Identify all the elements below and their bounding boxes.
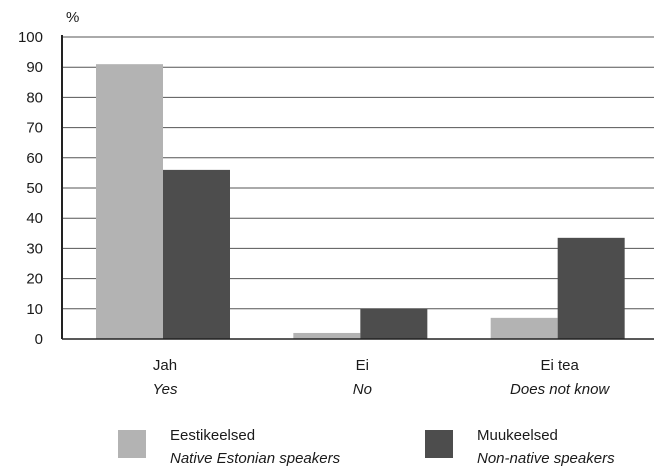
bar-native: [293, 332, 361, 339]
y-tick-label: 70: [26, 120, 43, 137]
category-label-en: No: [353, 381, 372, 398]
y-tick-label: 20: [26, 271, 43, 288]
legend-label-en: Native Estonian speakers: [170, 450, 341, 466]
y-tick-label: 50: [26, 180, 43, 197]
legend: Eestikeelsed Native Estonian speakers Muuk…: [118, 427, 615, 466]
y-tick-label: 80: [26, 89, 43, 106]
category-label-en: Does not know: [510, 381, 610, 398]
legend-swatch: [118, 430, 146, 458]
y-tick-label: 40: [26, 210, 43, 227]
bar-native: [96, 64, 163, 340]
y-tick-label: 90: [26, 59, 43, 76]
category-labels: Jah Yes Ei No Ei tea Does not know: [152, 357, 610, 398]
y-tick-label: 60: [26, 150, 43, 167]
legend-label: Eestikeelsed: [170, 427, 255, 444]
y-tick-label: 100: [18, 29, 43, 46]
y-tick-label: 0: [35, 331, 43, 348]
y-tick-labels: 0 10 20 30 40 50 60 70 80 90 100: [18, 29, 43, 348]
category-label-en: Yes: [152, 381, 178, 398]
category-label: Ei: [356, 357, 369, 374]
bar-non-native: [557, 237, 625, 339]
bar-non-native: [360, 308, 428, 339]
legend-label-en: Non-native speakers: [477, 450, 615, 466]
legend-label: Muukeelsed: [477, 427, 558, 444]
legend-swatch: [425, 430, 453, 458]
axes: [61, 35, 654, 340]
y-tick-label: 10: [26, 301, 43, 318]
category-label: Jah: [153, 357, 177, 374]
bar-native: [490, 317, 558, 339]
y-unit-label: %: [66, 9, 79, 26]
category-label: Ei tea: [540, 357, 579, 374]
bar-non-native: [163, 169, 230, 339]
y-tick-label: 30: [26, 240, 43, 257]
bars: [96, 64, 625, 340]
